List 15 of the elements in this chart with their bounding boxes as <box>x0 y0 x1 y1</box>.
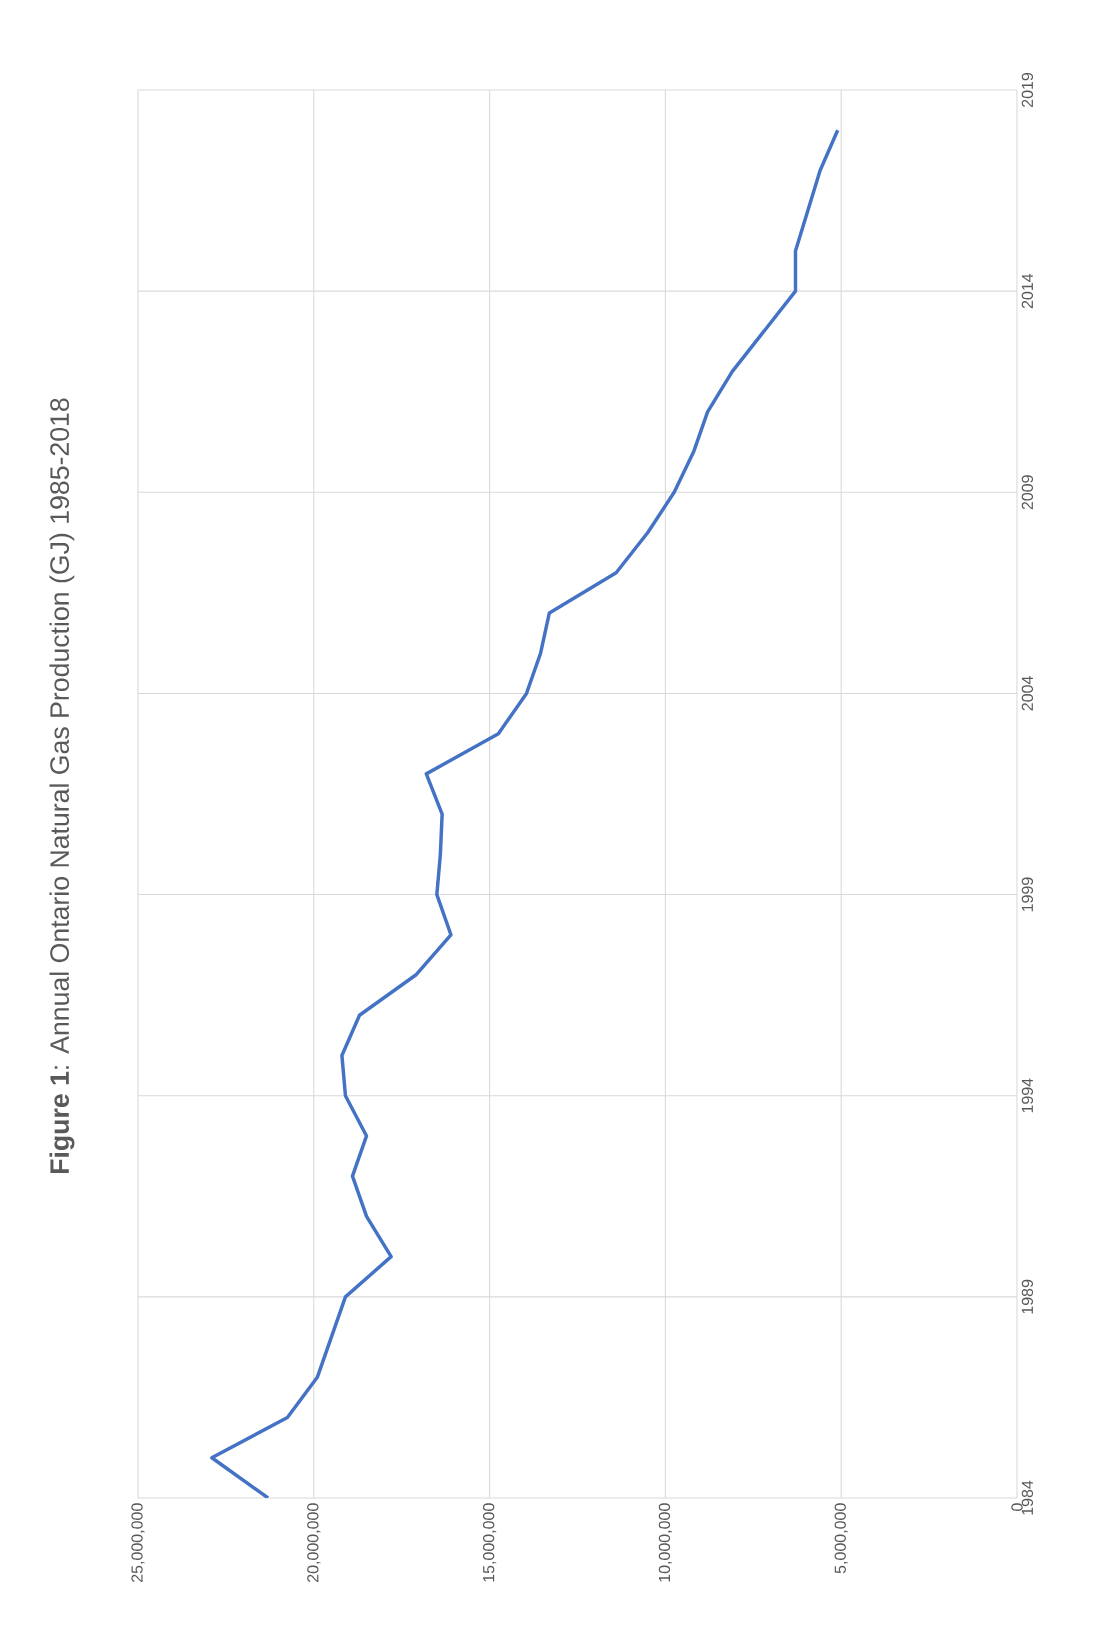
y-tick-label: 1999 <box>1021 877 1034 912</box>
y-tick-label: 1984 <box>1021 1480 1034 1515</box>
text: Figure 1: Annual Ontario Natural Gas Production (GJ) 1985-2018 <box>49 398 75 1174</box>
x-tick-label: 5,000,000 <box>834 1503 848 1574</box>
y-tick-label: 2014 <box>1021 273 1034 309</box>
x-tick-label: 0 <box>1011 1503 1023 1511</box>
y-tick-label: 2004 <box>1021 676 1034 711</box>
x-tick-label: 15,000,000 <box>482 1503 497 1582</box>
x-tick-label: 10,000,000 <box>658 1503 672 1582</box>
y-tick-label: 1994 <box>1021 1078 1034 1113</box>
y-tick-label: 2009 <box>1021 475 1034 510</box>
y-tick-label: 1989 <box>1021 1279 1034 1314</box>
x-tick-label: 25,000,000 <box>131 1503 145 1582</box>
x-tick-label: 20,000,000 <box>307 1503 321 1582</box>
y-tick-label: 2019 <box>1021 72 1034 108</box>
